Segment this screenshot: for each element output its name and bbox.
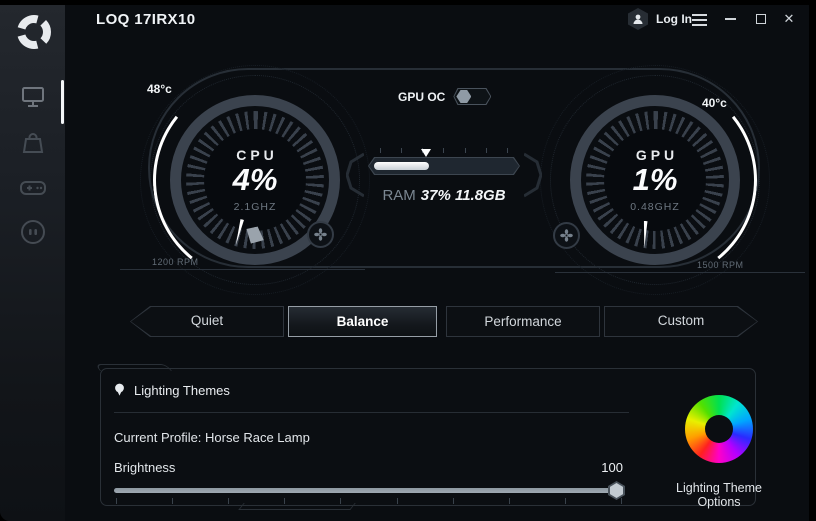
tab-performance[interactable]: Performance bbox=[446, 306, 600, 337]
ram-pointer-icon bbox=[421, 149, 431, 157]
section-divider bbox=[114, 412, 629, 413]
sidebar-item-dashboard[interactable] bbox=[0, 77, 65, 117]
maximize-icon bbox=[756, 14, 766, 24]
cpu-usage: 4% bbox=[232, 162, 278, 198]
cpu-fan-rpm: 1200 RPM bbox=[152, 257, 199, 267]
shopping-bag-icon bbox=[22, 133, 43, 153]
slider-track[interactable] bbox=[114, 488, 624, 493]
ram-bar bbox=[368, 157, 520, 175]
brightness-value: 100 bbox=[601, 460, 623, 475]
login-label: Log In bbox=[656, 12, 692, 26]
login-button[interactable]: Log In bbox=[628, 8, 692, 30]
gpu-fan-rpm: 1500 RPM bbox=[697, 260, 744, 270]
ram-meter bbox=[368, 148, 520, 175]
left-bracket-decoration bbox=[346, 152, 364, 198]
gamepad-icon bbox=[19, 181, 46, 195]
gpu-oc-toggle[interactable] bbox=[453, 88, 492, 105]
cpu-fan-icon bbox=[307, 221, 334, 248]
sidebar-item-store[interactable] bbox=[0, 123, 65, 163]
window-right-edge bbox=[809, 0, 816, 521]
maximize-button[interactable] bbox=[744, 0, 778, 38]
support-icon bbox=[20, 220, 45, 244]
minimize-icon bbox=[724, 18, 736, 20]
ram-fill bbox=[374, 162, 429, 170]
brightness-slider[interactable] bbox=[114, 481, 625, 505]
cpu-gauge: CPU 4% 2.1GHZ bbox=[140, 65, 370, 295]
gpu-frequency: 0.48GHZ bbox=[630, 200, 680, 213]
ram-label: RAM bbox=[382, 187, 416, 204]
current-profile-text: Current Profile: Horse Race Lamp bbox=[114, 430, 310, 445]
gpu-oc-row: GPU OC bbox=[398, 88, 492, 105]
performance-dashboard: CPU 4% 2.1GHZ GPU 1% 0.48GHZ 48°c 40°c bbox=[65, 40, 816, 298]
brand-logo-icon bbox=[14, 12, 54, 52]
brightness-label: Brightness bbox=[114, 460, 176, 475]
tab-custom[interactable]: Custom bbox=[604, 306, 758, 337]
lighting-themes-card: Lighting Themes Current Profile: Horse R… bbox=[100, 368, 762, 509]
toggle-thumb bbox=[456, 90, 472, 103]
color-wheel[interactable] bbox=[685, 395, 753, 463]
sidebar-item-games[interactable] bbox=[0, 168, 65, 208]
right-bracket-decoration bbox=[524, 152, 542, 198]
close-button[interactable]: ✕ bbox=[772, 0, 806, 38]
thermal-mode-tabs: Quiet Balance Performance Custom bbox=[0, 306, 816, 338]
gpu-gauge: GPU 1% 0.48GHZ bbox=[540, 65, 770, 295]
ram-value: 37% 11.8GB bbox=[420, 187, 506, 204]
sidebar bbox=[0, 0, 65, 521]
titlebar: LOQ 17IRX10 Log In ✕ bbox=[65, 0, 816, 40]
sidebar-item-support[interactable] bbox=[0, 212, 65, 252]
gpu-label: GPU bbox=[635, 147, 679, 164]
close-icon: ✕ bbox=[783, 11, 795, 26]
slider-thumb[interactable] bbox=[610, 483, 623, 498]
tab-quiet[interactable]: Quiet bbox=[130, 306, 284, 337]
gpu-fan-icon bbox=[553, 222, 580, 249]
gpu-usage: 1% bbox=[632, 162, 678, 198]
lighting-section-title: Lighting Themes bbox=[134, 383, 230, 398]
cpu-frequency: 2.1GHZ bbox=[233, 200, 277, 213]
monitor-icon bbox=[21, 87, 44, 107]
gpu-oc-label: GPU OC bbox=[398, 89, 446, 104]
user-avatar-icon bbox=[628, 8, 648, 30]
tab-balance[interactable]: Balance bbox=[288, 306, 437, 337]
cpu-temperature: 48°c bbox=[147, 82, 172, 96]
window-top-edge bbox=[0, 0, 816, 5]
page-title: LOQ 17IRX10 bbox=[96, 11, 196, 28]
sidebar-active-indicator bbox=[61, 80, 64, 124]
lightbulb-icon bbox=[115, 383, 124, 396]
cpu-label: CPU bbox=[236, 147, 278, 164]
menu-icon[interactable] bbox=[692, 14, 707, 29]
gpu-temperature: 40°c bbox=[702, 96, 727, 110]
minimize-button[interactable] bbox=[713, 0, 747, 38]
lighting-options-label: Lighting Theme Options bbox=[676, 481, 762, 509]
